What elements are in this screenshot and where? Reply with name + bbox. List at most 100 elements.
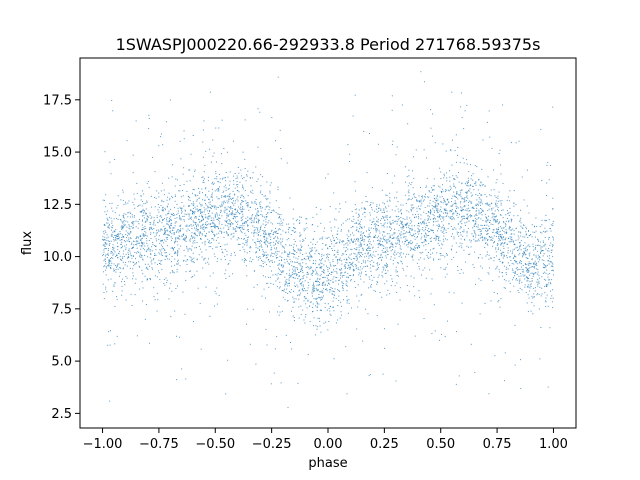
data-point <box>218 190 220 192</box>
data-point <box>166 223 168 225</box>
data-point <box>145 234 147 236</box>
data-point <box>258 249 260 251</box>
data-point <box>201 188 203 190</box>
data-point <box>325 321 327 323</box>
data-point <box>389 293 391 295</box>
data-point <box>355 243 357 245</box>
data-point <box>446 212 448 214</box>
data-point <box>383 216 385 218</box>
data-point <box>154 171 156 173</box>
data-point <box>503 236 505 238</box>
data-point <box>512 228 514 230</box>
data-point <box>526 302 528 304</box>
data-point <box>123 236 125 238</box>
data-point <box>301 284 303 286</box>
data-point <box>154 206 156 208</box>
data-point <box>208 190 210 192</box>
data-point <box>250 247 252 249</box>
data-point <box>344 251 346 253</box>
data-point <box>220 206 222 208</box>
data-point <box>108 265 110 267</box>
data-point <box>312 216 314 218</box>
data-point <box>456 213 458 215</box>
data-point <box>226 213 228 215</box>
data-point <box>397 208 399 210</box>
data-point <box>356 295 358 297</box>
data-point <box>355 248 357 250</box>
data-point <box>520 209 522 211</box>
data-point <box>278 259 280 261</box>
data-point <box>143 242 145 244</box>
data-point <box>262 236 264 238</box>
data-point <box>488 267 490 269</box>
data-point <box>348 218 350 220</box>
data-point <box>354 253 356 255</box>
data-point <box>501 237 503 239</box>
data-point <box>349 267 351 269</box>
data-point <box>292 230 294 232</box>
data-point <box>504 232 506 234</box>
data-point <box>401 213 403 215</box>
data-point <box>232 228 234 230</box>
data-point <box>462 231 464 233</box>
data-point <box>461 189 463 191</box>
data-point <box>264 224 266 226</box>
data-point <box>307 287 309 289</box>
data-point <box>314 269 316 271</box>
data-point <box>369 250 371 252</box>
data-point <box>342 222 344 224</box>
data-point <box>145 227 147 229</box>
data-point <box>122 199 124 201</box>
data-point <box>300 249 301 251</box>
data-point <box>464 209 466 211</box>
data-point <box>400 209 402 211</box>
data-point <box>446 215 448 217</box>
data-point <box>102 283 104 285</box>
data-point <box>458 246 460 248</box>
data-point <box>384 239 386 241</box>
data-point <box>121 241 123 243</box>
data-point <box>220 232 222 234</box>
data-point <box>278 251 280 253</box>
data-point <box>252 172 254 174</box>
data-point <box>516 266 518 268</box>
data-point <box>232 203 234 205</box>
data-point <box>128 237 130 239</box>
data-point <box>450 209 452 211</box>
data-point <box>106 237 108 239</box>
data-point <box>393 232 395 234</box>
data-point <box>215 293 217 295</box>
data-point <box>149 257 151 259</box>
data-point <box>461 116 463 118</box>
data-point <box>156 310 158 312</box>
data-point <box>203 259 205 261</box>
data-point <box>151 267 153 269</box>
data-point <box>433 247 435 249</box>
data-point <box>535 230 537 232</box>
data-point <box>457 154 459 156</box>
data-point <box>111 235 113 237</box>
data-point <box>441 216 443 218</box>
data-point <box>340 224 342 226</box>
data-point <box>281 289 283 291</box>
data-point <box>464 183 466 185</box>
data-point <box>169 231 171 233</box>
data-point <box>166 281 168 283</box>
data-point <box>326 309 328 311</box>
data-point <box>202 217 204 219</box>
data-point <box>107 279 109 281</box>
data-point <box>205 249 207 251</box>
data-point <box>407 123 409 125</box>
data-point <box>329 206 331 208</box>
data-point <box>524 278 526 280</box>
data-point <box>150 261 152 263</box>
data-point <box>379 257 381 259</box>
data-point <box>393 233 395 235</box>
data-point <box>165 227 167 229</box>
data-point <box>464 222 466 224</box>
data-point <box>478 234 480 236</box>
data-point <box>171 195 173 197</box>
data-point <box>525 248 527 250</box>
data-point <box>389 216 391 218</box>
data-point <box>157 229 159 231</box>
